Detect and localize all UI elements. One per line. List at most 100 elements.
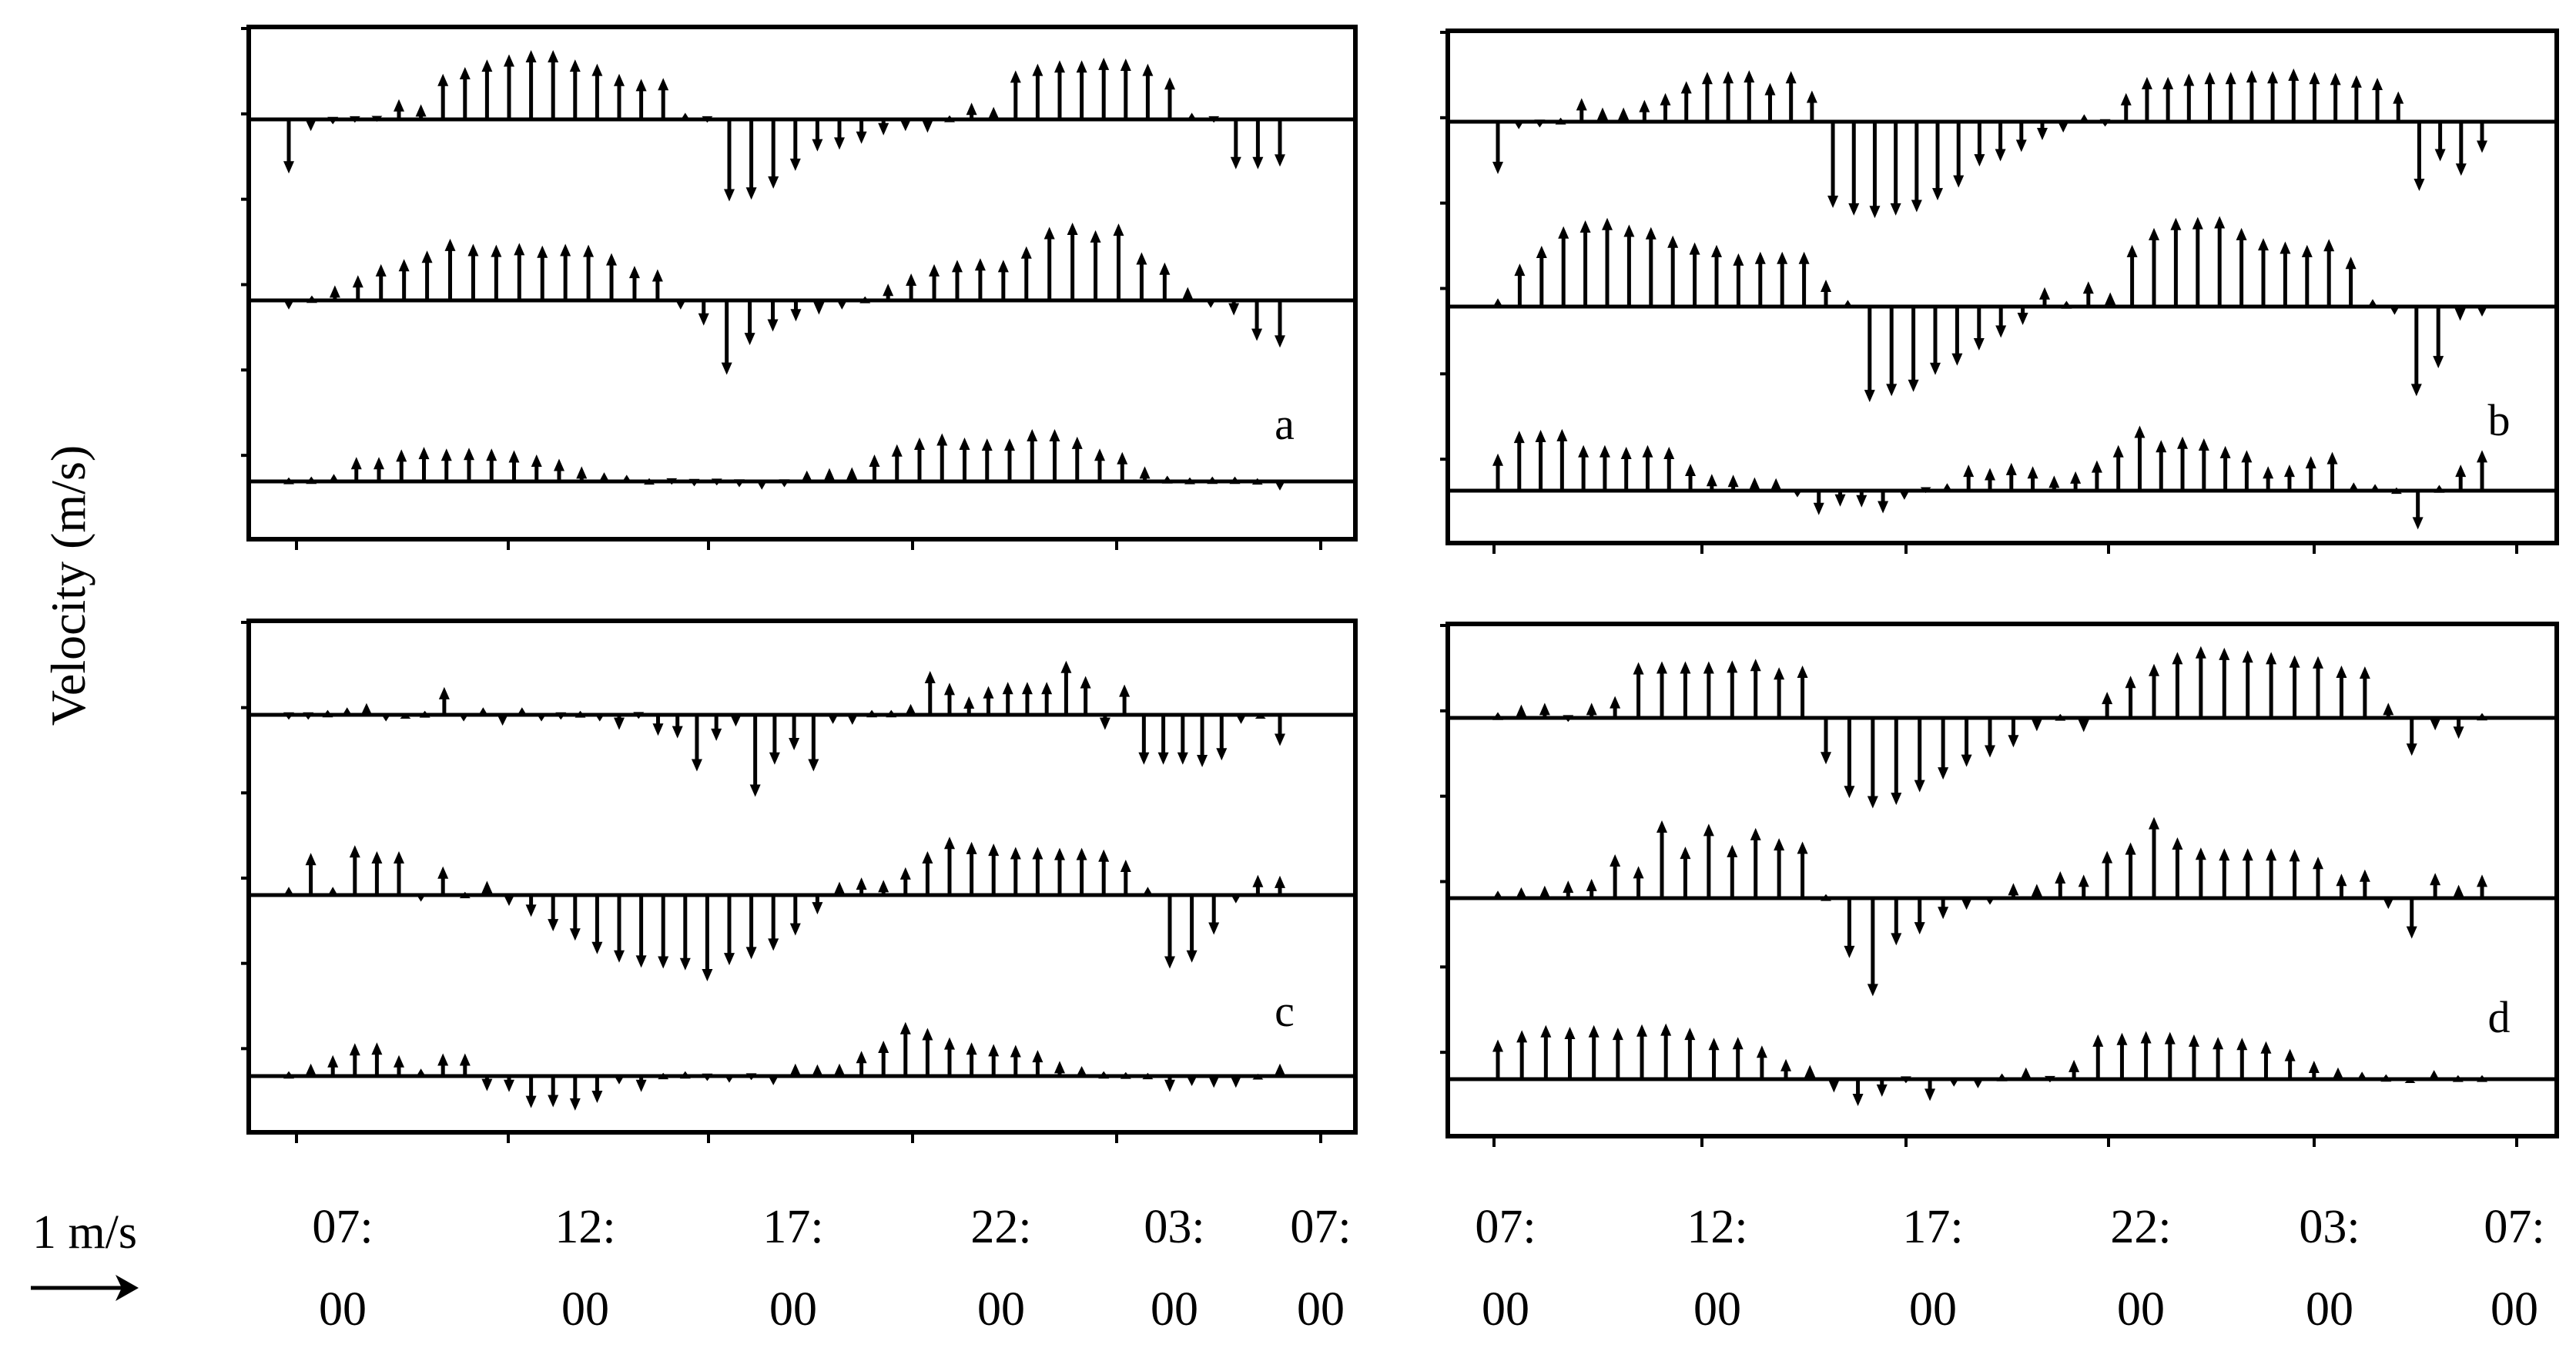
velocity-arrow [679,112,691,122]
velocity-arrow [1985,896,1995,905]
x-tick-label-hour: 12: [554,1201,615,1253]
arrow-head [583,244,595,257]
velocity-arrow [2345,257,2357,307]
arrow-head [569,928,581,941]
arrow-head [2246,70,2257,83]
arrow-head [1797,841,1808,854]
x-tick-label-minute: 00 [1151,1283,1198,1336]
velocity-arrow [2404,1078,2416,1083]
x-tick-label-minute: 00 [1693,1283,1741,1336]
arrow-head [2434,149,2446,162]
velocity-arrow [1235,713,1247,724]
arrow-head [591,1091,603,1103]
arrow-head [1010,70,1021,83]
arrow-head [1680,81,1692,94]
arrow-head [2177,436,2189,449]
velocity-arrow [574,710,586,718]
arrow-head [1041,682,1053,695]
velocity-arrow [2406,898,2417,939]
velocity-arrow [1844,718,1855,799]
arrow-head [2477,713,2487,721]
arrow-head [691,759,702,772]
velocity-arrow [1098,57,1110,119]
velocity-arrow [374,457,384,481]
velocity-arrow [1996,1073,2008,1081]
arrow-head [789,1063,801,1076]
x-tick-label-hour: 17: [1902,1201,1963,1253]
velocity-arrow [614,715,625,730]
velocity-arrow [2008,883,2019,898]
arrow-head [836,299,848,310]
arrow-head [2078,719,2089,733]
arrow-head [621,474,632,484]
arrow-head [1920,487,1931,494]
velocity-arrow [2393,91,2404,122]
arrow-head [1578,444,1589,458]
arrow-head [1633,662,1644,675]
arrow-head [2219,647,2230,660]
velocity-arrow [922,119,933,133]
arrow-head [1117,451,1128,464]
velocity-arrow [2309,72,2320,122]
velocity-arrow [2214,216,2226,307]
arrow-head [2055,871,2066,884]
velocity-arrow [1492,712,1503,720]
arrow-head [1821,894,1831,901]
velocity-arrow [768,1075,779,1085]
arrow-head [2099,119,2111,127]
arrow-head [1914,922,1925,935]
arrow-head [1791,488,1803,498]
velocity-arrow [2005,462,2017,491]
arrow-head [2082,281,2094,294]
panel-label: b [2488,395,2511,445]
arrow-head [1932,188,1944,201]
arrow-head [341,707,353,716]
x-tick-label-minute: 00 [2117,1283,2165,1336]
arrow-head [1558,226,1569,239]
velocity-arrow [1774,838,1785,898]
velocity-arrow [1914,718,1925,793]
arrow-head [1985,468,1995,481]
velocity-arrow [2242,650,2253,718]
velocity-arrow [2410,307,2422,397]
velocity-arrow [458,713,470,722]
arrow-head [1973,338,1985,350]
arrow-head [1230,894,1241,904]
arrow-head [606,253,618,266]
velocity-arrow [2359,666,2370,718]
arrow-head [1555,117,1566,125]
arrow-head [1727,660,1738,673]
arrow-head [1161,475,1173,484]
arrow-head [721,362,732,375]
velocity-arrow [591,1076,603,1103]
arrow-head [1610,696,1621,709]
velocity-arrow [2301,244,2313,307]
velocity-arrow [1667,235,1679,307]
x-tick-label-minute: 00 [319,1283,367,1336]
arrow-head [2149,227,2159,240]
velocity-arrow [1680,81,1692,122]
arrow-head [2195,645,2206,659]
arrow-head [398,259,410,272]
arrow-head [1182,287,1194,300]
arrow-head [951,260,963,273]
arrow-head [2116,1032,2128,1045]
velocity-arrow [1080,676,1091,715]
scale-arrow [31,1275,139,1301]
arrow-head [2149,816,2159,830]
velocity-arrow [2258,238,2269,307]
arrow-head [2258,238,2269,251]
arrow-head [1756,1045,1767,1058]
velocity-arrow [724,1074,735,1083]
velocity-arrow [329,285,340,300]
velocity-arrow [1900,1076,1911,1084]
velocity-arrow [1142,1072,1154,1080]
velocity-arrow [438,686,450,715]
velocity-arrow [504,1076,514,1092]
velocity-arrow [1535,430,1546,491]
velocity-arrow [2236,227,2247,307]
arrow-head [1076,60,1087,73]
velocity-arrow [779,479,790,488]
velocity-arrow [2477,1075,2487,1082]
velocity-arrow [756,480,768,490]
